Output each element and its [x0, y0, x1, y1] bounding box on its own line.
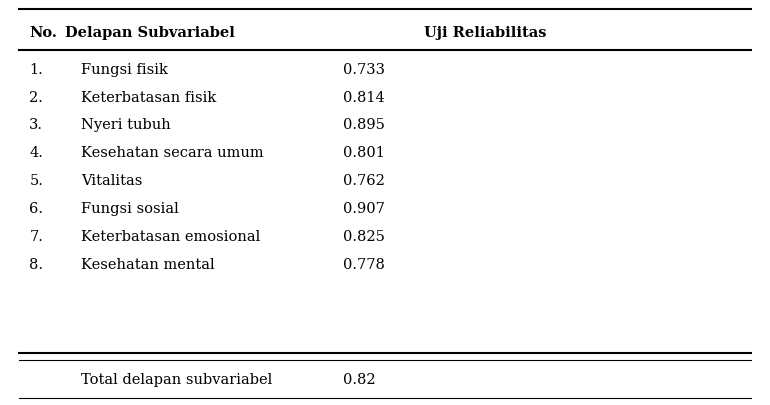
Text: 0.814: 0.814 [343, 90, 384, 104]
Text: 6.: 6. [29, 201, 43, 215]
Text: 0.733: 0.733 [343, 63, 385, 77]
Text: 3.: 3. [29, 118, 43, 132]
Text: Keterbatasan emosional: Keterbatasan emosional [81, 229, 260, 243]
Text: Keterbatasan fisik: Keterbatasan fisik [81, 90, 216, 104]
Text: Kesehatan secara umum: Kesehatan secara umum [81, 146, 263, 160]
Text: 1.: 1. [29, 63, 43, 77]
Text: 0.82: 0.82 [343, 372, 375, 386]
Text: Uji Reliabilitas: Uji Reliabilitas [424, 26, 547, 40]
Text: Fungsi fisik: Fungsi fisik [81, 63, 168, 77]
Text: Delapan Subvariabel: Delapan Subvariabel [65, 26, 235, 40]
Text: 0.907: 0.907 [343, 201, 384, 215]
Text: Nyeri tubuh: Nyeri tubuh [81, 118, 171, 132]
Text: 0.762: 0.762 [343, 174, 384, 188]
Text: Fungsi sosial: Fungsi sosial [81, 201, 179, 215]
Text: 4.: 4. [29, 146, 43, 160]
Text: 7.: 7. [29, 229, 43, 243]
Text: No.: No. [29, 26, 57, 40]
Text: 0.778: 0.778 [343, 257, 384, 271]
Text: 0.895: 0.895 [343, 118, 384, 132]
Text: 5.: 5. [29, 174, 43, 188]
Text: 2.: 2. [29, 90, 43, 104]
Text: Kesehatan mental: Kesehatan mental [81, 257, 215, 271]
Text: 0.801: 0.801 [343, 146, 384, 160]
Text: 8.: 8. [29, 257, 43, 271]
Text: Total delapan subvariabel: Total delapan subvariabel [81, 372, 272, 386]
Text: 0.825: 0.825 [343, 229, 384, 243]
Text: Vitalitas: Vitalitas [81, 174, 142, 188]
